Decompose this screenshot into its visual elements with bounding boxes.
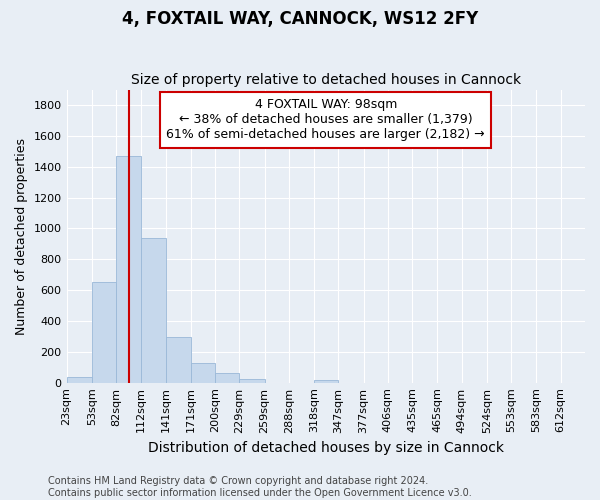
Y-axis label: Number of detached properties: Number of detached properties — [15, 138, 28, 334]
Bar — [116, 156, 141, 382]
Bar — [191, 362, 215, 382]
Bar — [166, 337, 191, 382]
Text: 4, FOXTAIL WAY, CANNOCK, WS12 2FY: 4, FOXTAIL WAY, CANNOCK, WS12 2FY — [122, 10, 478, 28]
Text: 4 FOXTAIL WAY: 98sqm
← 38% of detached houses are smaller (1,379)
61% of semi-de: 4 FOXTAIL WAY: 98sqm ← 38% of detached h… — [166, 98, 485, 142]
X-axis label: Distribution of detached houses by size in Cannock: Distribution of detached houses by size … — [148, 441, 504, 455]
Bar — [67, 376, 92, 382]
Bar — [239, 379, 265, 382]
Bar — [92, 282, 116, 382]
Bar — [141, 238, 166, 382]
Bar — [314, 380, 338, 382]
Text: Contains HM Land Registry data © Crown copyright and database right 2024.
Contai: Contains HM Land Registry data © Crown c… — [48, 476, 472, 498]
Title: Size of property relative to detached houses in Cannock: Size of property relative to detached ho… — [131, 73, 521, 87]
Bar — [215, 372, 239, 382]
